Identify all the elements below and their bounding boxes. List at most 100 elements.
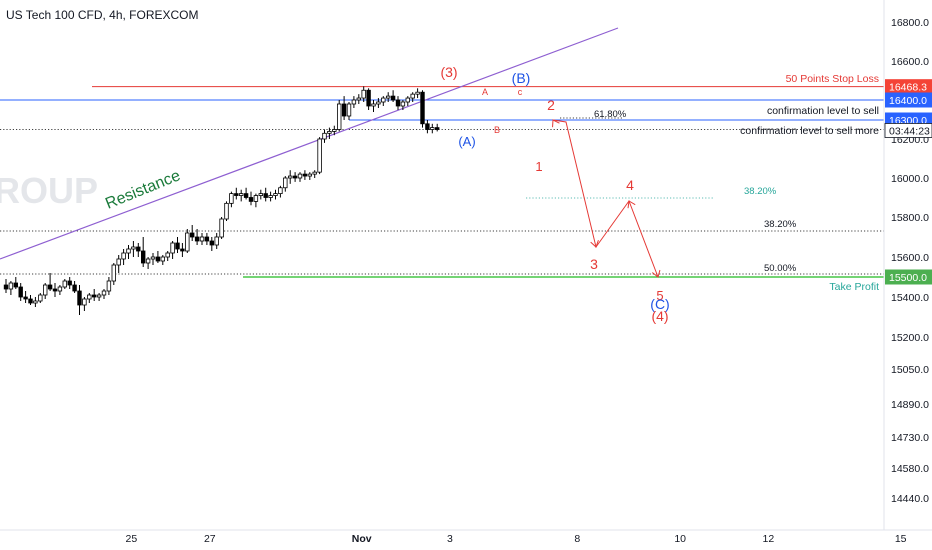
y-tick-label: 14440.0	[891, 493, 929, 505]
candle-down	[395, 99, 401, 107]
candle-down	[263, 193, 268, 198]
candle-up	[62, 280, 67, 288]
candle-up	[43, 284, 48, 296]
wave-label: c	[518, 87, 523, 97]
arrow-to-5	[652, 269, 661, 278]
candle-up	[381, 97, 386, 103]
fib-label-5000: 50.00%	[764, 263, 797, 274]
x-tick-label: 3	[447, 533, 453, 545]
candle-up	[278, 187, 283, 194]
stop-loss-label: 50 Points Stop Loss	[786, 73, 879, 85]
x-tick-label: Nov	[352, 533, 372, 545]
fib-label-6180: 61.80%	[594, 109, 627, 120]
candle-down	[248, 197, 254, 202]
candle-up	[317, 138, 322, 173]
candle-down	[3, 284, 9, 290]
candle-down	[292, 175, 298, 179]
tag-stop: 16468.3	[889, 82, 927, 94]
confirm-sell-label: confirmation level to sell	[767, 105, 879, 117]
candle-up	[82, 298, 87, 306]
candle-down	[341, 103, 347, 117]
candle-down	[155, 256, 161, 262]
candle-up	[111, 264, 116, 282]
wave-label: 2	[547, 97, 555, 113]
candle-up	[33, 300, 38, 304]
candle-up	[415, 91, 420, 95]
candle-down	[140, 250, 146, 264]
tag-confirm-1-bg	[885, 92, 932, 108]
candle-down	[366, 89, 371, 107]
wave-label: (B)	[512, 70, 531, 86]
candle-up	[224, 202, 229, 220]
candle-down	[194, 236, 200, 242]
candle-up	[400, 101, 406, 107]
candle-up	[410, 93, 415, 99]
wave-label: (C)	[650, 296, 669, 312]
candle-down	[28, 298, 33, 304]
annotation-text: (3) (B)(A)ABc12345(C)(4)Resistance61.80%3…	[103, 64, 879, 324]
candle-up	[283, 177, 288, 189]
candle-up	[361, 89, 366, 99]
wave-label: (3)	[440, 64, 457, 80]
candle-up	[131, 246, 136, 250]
candle-down	[67, 280, 72, 286]
candles-layer	[3, 86, 440, 315]
y-tick-label: 16800.0	[891, 17, 929, 29]
wave-label: A	[482, 87, 488, 97]
candle-up	[38, 294, 43, 302]
candle-up	[312, 171, 317, 175]
arrow-to-3	[590, 240, 599, 248]
time-axis[interactable]: 2527Nov381012151719	[0, 529, 932, 545]
y-tick-label: 16600.0	[891, 56, 929, 68]
wave-label: (A)	[458, 134, 475, 149]
y-tick-label: 16000.0	[891, 173, 929, 185]
candle-up	[238, 193, 244, 196]
candle-up	[199, 236, 205, 242]
candle-up	[322, 132, 327, 140]
candle-up	[165, 252, 170, 258]
x-tick-label: 15	[895, 533, 907, 545]
y-tick-label: 14890.0	[891, 399, 929, 411]
candle-up	[214, 236, 219, 246]
candle-up	[371, 103, 376, 107]
tag-confirm-1: 16400.0	[889, 95, 927, 107]
candle-up	[96, 294, 102, 298]
candle-up	[268, 195, 273, 198]
price-axis[interactable]: 16800.016600.016400.016200.016000.015800…	[883, 0, 932, 530]
y-tick-label: 15800.0	[891, 212, 929, 224]
wave-label: 1	[535, 159, 542, 174]
candle-up	[106, 280, 112, 292]
candle-down	[47, 284, 53, 290]
candle-up	[87, 294, 92, 300]
candle-down	[390, 95, 396, 101]
candle-up	[258, 193, 263, 196]
candle-up	[253, 195, 259, 202]
y-tick-label: 14730.0	[891, 432, 929, 444]
symbol-title[interactable]: US Tech 100 CFD, 4h, FOREXCOM	[6, 8, 199, 22]
y-tick-label: 15050.0	[891, 364, 929, 376]
tag-take-profit: 15500.0	[889, 272, 927, 284]
tag-countdown: 03:44:23	[889, 126, 930, 138]
candle-up	[405, 97, 410, 103]
candle-up	[297, 173, 303, 179]
y-tick-label: 15600.0	[891, 252, 929, 264]
tag-countdown-bg	[884, 123, 932, 138]
candle-up	[101, 290, 107, 296]
x-tick-label: 25	[126, 533, 138, 545]
fib-label-3820: 38.20%	[764, 219, 797, 230]
candle-down	[92, 294, 97, 298]
candle-up	[219, 218, 224, 238]
candle-down	[204, 236, 210, 242]
candle-down	[72, 284, 77, 292]
candle-up	[385, 95, 391, 99]
candle-down	[180, 248, 185, 252]
watermark: ROUP	[0, 170, 98, 211]
x-tick-label: 8	[574, 533, 580, 545]
confirm-sell-more-label: confirmation level to sell more	[740, 125, 879, 137]
annotation-lines	[0, 27, 884, 278]
wave-label: B	[494, 125, 500, 135]
x-tick-label: 12	[763, 533, 775, 545]
candle-down	[243, 193, 249, 198]
candle-up	[430, 127, 435, 130]
